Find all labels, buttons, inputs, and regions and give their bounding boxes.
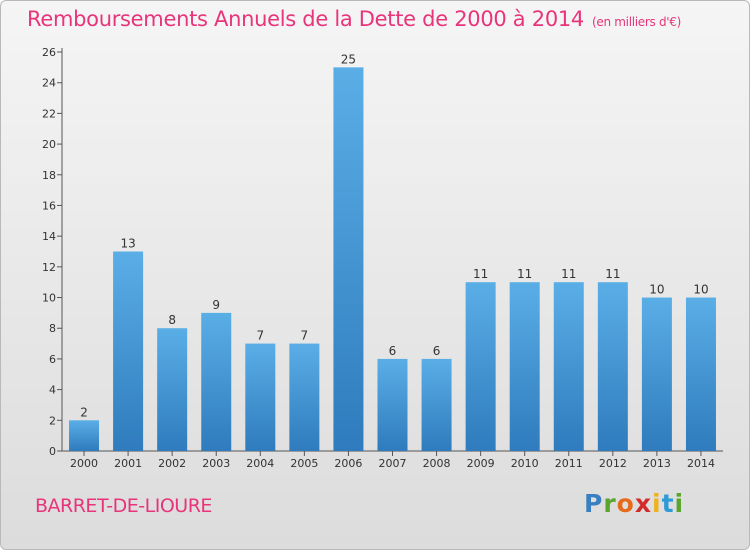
y-tick-label: 16 [42, 199, 56, 212]
y-tick-label: 20 [42, 138, 56, 151]
x-tick-label: 2009 [467, 457, 495, 470]
x-tick-label: 2005 [290, 457, 318, 470]
bar [685, 297, 716, 451]
data-label: 9 [212, 298, 220, 312]
data-label: 7 [301, 329, 309, 343]
y-tick-label: 14 [42, 230, 56, 243]
data-label: 11 [605, 267, 620, 281]
data-label: 11 [561, 267, 576, 281]
bar [553, 282, 584, 451]
data-label: 7 [256, 329, 264, 343]
bar [113, 251, 144, 451]
y-tick-label: 10 [42, 292, 56, 305]
y-tick-label: 4 [49, 384, 56, 397]
x-tick-label: 2008 [423, 457, 451, 470]
y-tick-label: 26 [42, 46, 56, 59]
y-tick-label: 8 [49, 322, 56, 335]
y-tick-label: 0 [49, 445, 56, 458]
chart-title: Remboursements Annuels de la Dette de 20… [27, 7, 681, 31]
data-label: 2 [80, 405, 88, 419]
proxiti-logo: Proxiti [584, 489, 685, 518]
place-name: BARRET-DE-LIOURE [35, 495, 212, 517]
x-tick-label: 2000 [70, 457, 98, 470]
x-tick-label: 2014 [687, 457, 715, 470]
data-label: 25 [341, 52, 356, 66]
y-tick-label: 12 [42, 261, 56, 274]
y-tick-label: 22 [42, 107, 56, 120]
x-tick-label: 2012 [599, 457, 627, 470]
bar [201, 312, 232, 451]
y-tick-label: 24 [42, 77, 56, 90]
chart-subtitle: (en milliers d'€) [592, 15, 682, 29]
data-label: 8 [168, 313, 176, 327]
x-tick-label: 2001 [114, 457, 142, 470]
data-label: 11 [473, 267, 488, 281]
bar [641, 297, 672, 451]
y-tick-label: 2 [49, 414, 56, 427]
bar [69, 420, 100, 451]
bar [157, 328, 188, 451]
x-tick-label: 2013 [643, 457, 671, 470]
x-tick-label: 2003 [202, 457, 230, 470]
x-tick-label: 2002 [158, 457, 186, 470]
data-label: 13 [120, 237, 135, 251]
x-tick-label: 2004 [246, 457, 274, 470]
bar [597, 282, 628, 451]
y-tick-label: 18 [42, 169, 56, 182]
y-tick-label: 6 [49, 353, 56, 366]
bar [333, 67, 364, 451]
data-label: 11 [517, 267, 532, 281]
x-tick-label: 2010 [511, 457, 539, 470]
chart-title-text: Remboursements Annuels de la Dette de 20… [27, 7, 584, 31]
x-tick-label: 2011 [555, 457, 583, 470]
bar [289, 343, 320, 451]
data-label: 6 [389, 344, 397, 358]
bar [377, 358, 408, 451]
bar [245, 343, 276, 451]
bar [509, 282, 540, 451]
bar [465, 282, 496, 451]
x-tick-label: 2006 [334, 457, 362, 470]
x-tick-label: 2007 [379, 457, 407, 470]
data-label: 6 [433, 344, 441, 358]
bar [421, 358, 452, 451]
data-label: 10 [693, 283, 708, 297]
data-label: 10 [649, 283, 664, 297]
